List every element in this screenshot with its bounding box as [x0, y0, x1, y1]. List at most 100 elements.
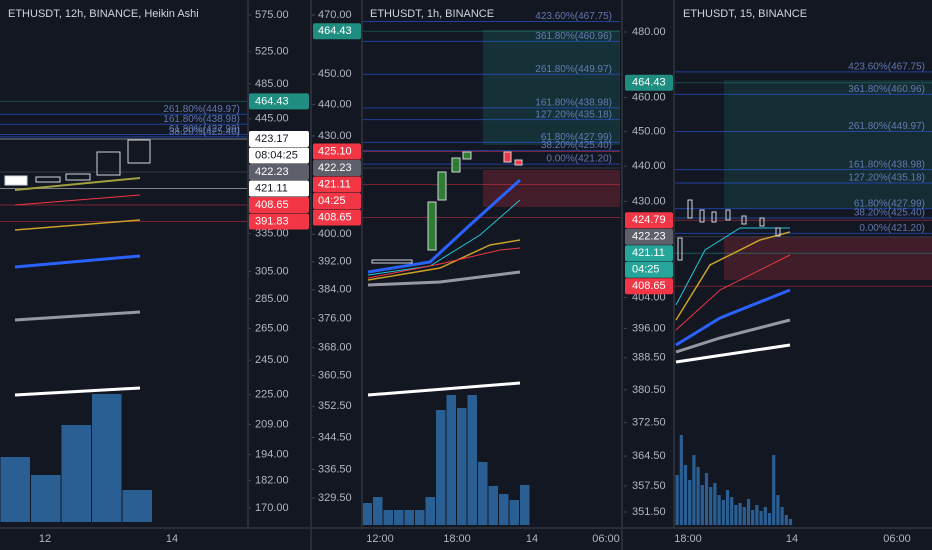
- candle: [699, 209, 705, 223]
- volume-bar: [675, 475, 679, 525]
- time-label: 12:00: [366, 533, 394, 545]
- price-tick-label: 380.50: [632, 384, 666, 396]
- price-tick-label: 344.50: [318, 431, 352, 443]
- price-tag-label: 408.65: [318, 211, 352, 223]
- ma-line: [367, 199, 521, 276]
- candle: [127, 139, 151, 164]
- price-tick-label: 360.50: [318, 370, 352, 382]
- time-label: 14: [786, 533, 798, 545]
- candle: [775, 227, 781, 237]
- price-tick-label: 440.00: [632, 160, 666, 172]
- chart-title: ETHUSDT, 12h, BINANCE, Heikin Ashi: [8, 8, 199, 20]
- fib-label: 161.80%(438.98): [848, 159, 925, 170]
- time-label: 18:00: [674, 533, 702, 545]
- price-tag: [249, 164, 309, 181]
- price-tick-label: 335.00: [255, 227, 289, 239]
- moving-averages: [14, 177, 791, 397]
- price-tag-label: 04:25: [632, 264, 660, 276]
- fib-label: 161.80%(438.98): [163, 114, 240, 125]
- stop-zone: [483, 170, 620, 207]
- volume-bar: [488, 486, 498, 525]
- price-tick-label: 376.00: [318, 312, 352, 324]
- candle: [687, 199, 693, 219]
- volume-bar: [755, 505, 759, 525]
- price-tag: [313, 23, 361, 40]
- fib-label: 127.20%(435.18): [535, 109, 612, 120]
- price-tag-label: 408.65: [255, 199, 289, 211]
- price-tick-label: 357.50: [632, 480, 666, 492]
- chart-title: ETHUSDT, 1h, BINANCE: [370, 8, 494, 20]
- price-tick-label: 336.50: [318, 463, 352, 475]
- target-zone: [483, 30, 620, 145]
- target-zone: [724, 80, 932, 208]
- volume-bar: [467, 395, 477, 525]
- price-tick-label: 430.00: [632, 195, 666, 207]
- ma-line: [367, 381, 521, 397]
- volume-bar: [784, 515, 788, 525]
- candle: [451, 157, 461, 173]
- price-tick-label: 404.00: [632, 291, 666, 303]
- price-tag-label: 425.10: [318, 145, 352, 157]
- volume-bar: [776, 495, 780, 525]
- price-tag-label: 391.83: [255, 215, 289, 227]
- price-tag: [625, 245, 673, 262]
- volume-bar: [509, 500, 519, 525]
- price-tag: [313, 160, 361, 177]
- candle: [462, 151, 472, 160]
- price-tick-label: 372.50: [632, 417, 666, 429]
- volume-bar: [520, 485, 530, 525]
- candle: [741, 215, 747, 225]
- price-tick-label: 194.00: [255, 448, 289, 460]
- fib-label: 261.80%(449.97): [163, 104, 240, 115]
- price-lines: [0, 14, 932, 513]
- fib-label: 161.80%(438.98): [535, 97, 612, 108]
- volume-bar: [772, 455, 776, 525]
- price-tag-label: 408.65: [632, 280, 666, 292]
- volume-bar: [709, 487, 713, 525]
- price-tick-label: 388.50: [632, 352, 666, 364]
- volume-bar: [696, 467, 700, 525]
- ma-line: [675, 288, 791, 347]
- price-tag: [249, 213, 309, 230]
- time-label: 06:00: [883, 533, 911, 545]
- price-tick-label: 384.00: [318, 284, 352, 296]
- price-tick-label: 396.00: [632, 322, 666, 334]
- price-tag: [249, 147, 309, 164]
- price-tick-label: 209.00: [255, 418, 289, 430]
- volume-bar: [373, 497, 383, 525]
- price-tick-label: 525.00: [255, 46, 289, 58]
- ma-line: [367, 247, 521, 279]
- price-tick-label: 364.50: [632, 450, 666, 462]
- ma-line: [367, 178, 522, 274]
- volume-bar: [759, 511, 763, 525]
- volume-bar: [713, 483, 717, 525]
- price-tick-label: 351.50: [632, 506, 666, 518]
- price-tag: [625, 261, 673, 278]
- ma-line: [14, 386, 141, 397]
- candle: [711, 211, 717, 223]
- price-tag: [313, 176, 361, 193]
- price-tag-label: 424.79: [632, 214, 666, 226]
- price-tag: [625, 228, 673, 245]
- volume-bar: [683, 465, 688, 525]
- panels: ETHUSDT, 12h, BINANCE, Heikin Ashi 575.00…: [0, 8, 925, 545]
- price-tick-label: 265.00: [255, 322, 289, 334]
- volume-bar: [788, 519, 793, 525]
- volume-bar: [751, 510, 755, 525]
- volume-bar: [478, 462, 488, 525]
- ma-line: [675, 231, 791, 321]
- time-label: 06:00: [592, 533, 620, 545]
- volume-bar: [0, 457, 30, 522]
- price-tick-label: 170.00: [255, 502, 289, 514]
- price-tag-label: 421.11: [255, 182, 288, 194]
- candle: [514, 159, 523, 166]
- time-label: 14: [166, 533, 178, 545]
- fib-label: 0.00%(421.20): [546, 154, 612, 165]
- price-tag: [249, 197, 309, 214]
- ma-line: [14, 177, 141, 191]
- price-tick-label: 329.50: [318, 492, 352, 504]
- volume-bar: [746, 499, 751, 525]
- fib-label: 38.20%(425.40): [541, 140, 612, 151]
- price-tag-label: 422.23: [632, 231, 666, 243]
